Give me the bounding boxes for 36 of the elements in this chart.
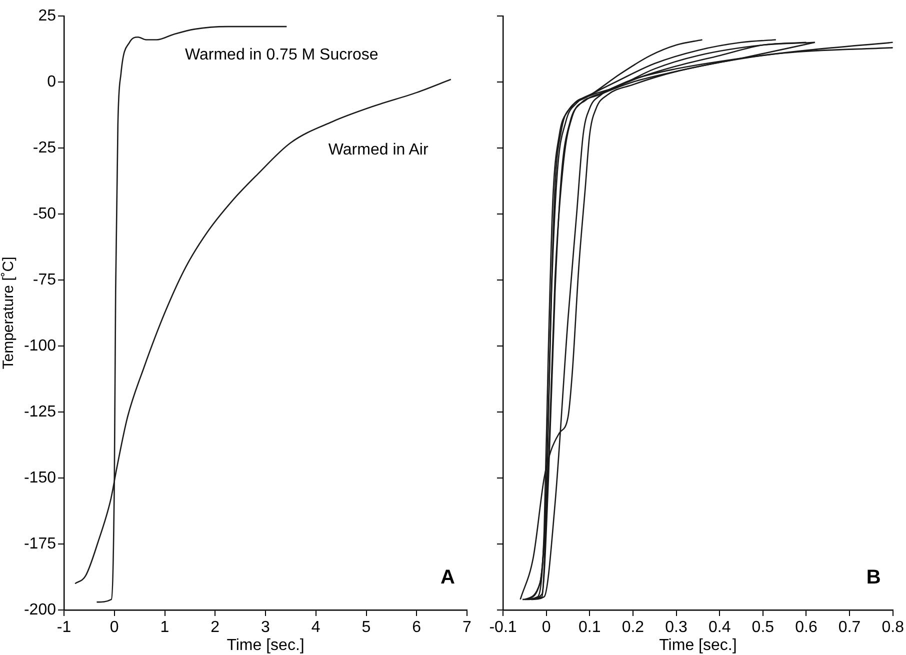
- y-tick-label: 25: [38, 7, 56, 24]
- y-tick-label: -200: [24, 601, 56, 618]
- x-tick-label: 0: [110, 619, 119, 636]
- x-tick-label: -0.1: [489, 619, 517, 636]
- x-tick-label: 7: [462, 619, 472, 636]
- annotation: A: [440, 566, 455, 589]
- annotation: B: [866, 566, 881, 589]
- y-tick-label: -150: [24, 469, 56, 486]
- y-tick-label: -25: [32, 139, 56, 156]
- y-tick-label: 0: [47, 73, 56, 90]
- y-tick-label: -175: [24, 535, 56, 552]
- series-label: Warmed in 0.75 M Sucrose: [184, 46, 378, 64]
- y-tick-label: -50: [32, 205, 56, 222]
- x-tick-label: 0.8: [882, 619, 904, 636]
- x-tick-label: 0.4: [708, 619, 731, 636]
- x-axis-title: Time [sec.]: [226, 636, 304, 654]
- x-tick-label: 6: [412, 619, 422, 636]
- x-tick-label: 5: [362, 619, 371, 636]
- x-tick-label: 4: [311, 619, 320, 636]
- x-tick-label: 3: [261, 619, 270, 636]
- x-tick-label: 0.3: [665, 619, 688, 636]
- x-tick-label: 0.5: [752, 619, 774, 636]
- x-axis-title: Time [sec.]: [659, 636, 737, 654]
- series-label: Warmed in Air: [328, 142, 429, 159]
- x-tick-label: 1: [160, 619, 170, 636]
- y-axis-title: Temperature [˚C]: [0, 256, 18, 370]
- x-tick-label: 0.2: [622, 619, 644, 636]
- x-tick-label: 0: [542, 619, 551, 636]
- y-tick-label: -125: [24, 403, 56, 420]
- x-tick-label: 0.1: [578, 619, 601, 636]
- y-tick-label: -75: [32, 271, 56, 288]
- x-tick-label: 2: [210, 619, 220, 636]
- x-tick-label: 0.7: [838, 619, 861, 636]
- x-tick-label: 0.6: [795, 619, 818, 636]
- y-tick-label: -100: [24, 337, 56, 354]
- x-tick-label: -1: [56, 619, 72, 636]
